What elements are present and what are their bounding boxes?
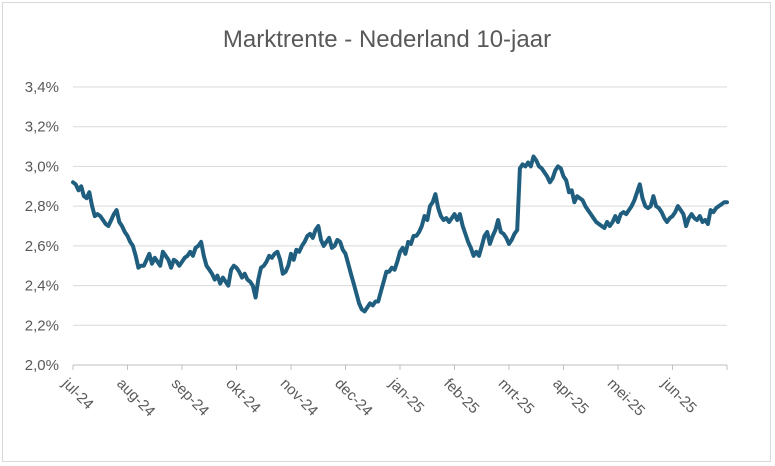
line-chart: Marktrente - Nederland 10-jaar 2,0%2,2%2…	[25, 26, 729, 420]
gridlines	[73, 86, 727, 326]
y-tick-label: 3,4%	[25, 79, 59, 96]
x-tick-label: jun-25	[658, 374, 700, 416]
x-tick-label: jan-25	[385, 374, 427, 416]
x-axis	[72, 364, 728, 370]
y-tick-label: 2,0%	[25, 357, 59, 374]
y-tick-label: 2,2%	[25, 317, 59, 334]
x-tick-label: okt-24	[222, 375, 264, 417]
x-axis-tick-labels: jul-24 aug-24 sep-24 okt-24 nov-24 dec-24 jan-…	[58, 374, 700, 420]
x-tick-label: mrt-25	[495, 375, 538, 418]
x-tick-label: dec-24	[331, 375, 375, 419]
chart-title: Marktrente - Nederland 10-jaar	[223, 26, 551, 53]
y-tick-label: 3,2%	[25, 119, 59, 136]
y-axis-tick-labels: 2,0% 2,2% 2,4% 2,6% 2,8% 3,0% 3,2% 3,4%	[25, 79, 59, 374]
y-tick-label: 3,0%	[25, 158, 59, 175]
chart-frame: Marktrente - Nederland 10-jaar 2,0% 2,2% 2…	[2, 2, 771, 462]
x-tick-label: sep-24	[168, 375, 212, 419]
y-tick-label: 2,4%	[25, 278, 59, 295]
series-layer	[71, 154, 729, 314]
series-line	[71, 154, 729, 314]
y-tick-label: 2,6%	[25, 238, 59, 255]
x-tick-label: aug-24	[113, 375, 158, 420]
x-tick-label: nov-24	[277, 375, 321, 419]
x-tick-label: feb-25	[440, 375, 482, 417]
x-tick-label: apr-25	[549, 375, 592, 418]
x-tick-label: mei-25	[604, 375, 648, 419]
x-tick-label: jul-24	[58, 374, 97, 413]
y-tick-label: 2,8%	[25, 198, 59, 215]
